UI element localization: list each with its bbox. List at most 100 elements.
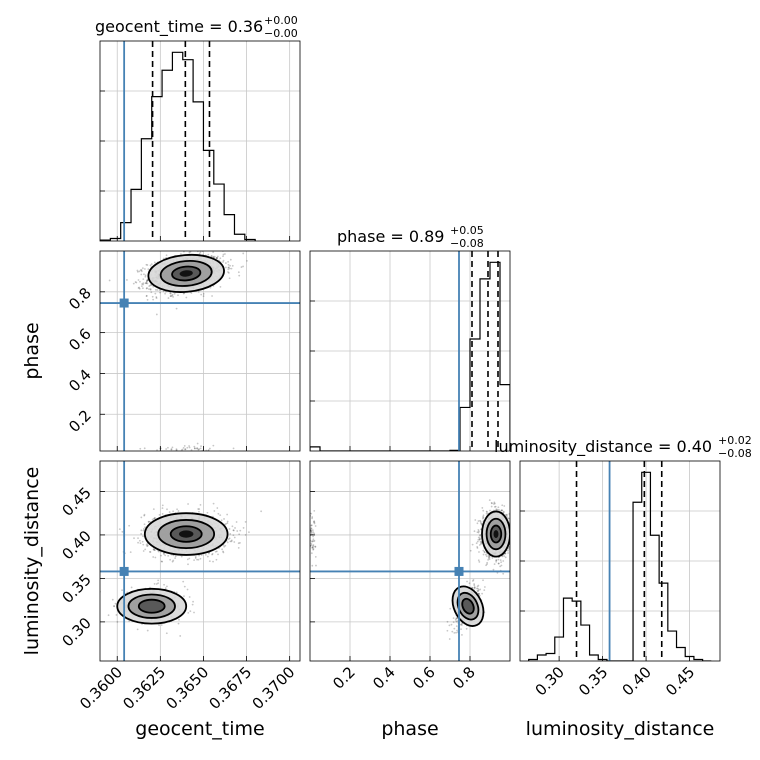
geocent_time-vs-luminosity_distance-sample — [116, 621, 119, 623]
phase-hist-xtick-label-3: 0.8 — [449, 663, 479, 693]
phase-vs-luminosity_distance-sample — [469, 549, 472, 552]
geocent_time-vs-phase-sample — [159, 291, 161, 294]
geocent_time-vs-phase-sample — [145, 295, 148, 298]
geocent_time-vs-luminosity_distance-sample — [200, 554, 203, 556]
geocent-time-title-plus: +0.00 — [264, 14, 298, 27]
geocent_time-vs-phase-sample — [167, 446, 169, 449]
geocent_time-vs-luminosity_distance-sample — [158, 513, 161, 516]
phase-vs-luminosity_distance-sample — [312, 540, 315, 543]
geocent_time-vs-phase-sample — [190, 292, 193, 294]
geocent_time-vs-phase-sample — [215, 257, 218, 260]
phase-vs-luminosity_distance-sample — [482, 517, 484, 520]
phase-vs-luminosity_distance-contour-0-3 — [493, 530, 499, 538]
geocent_time-vs-luminosity_distance-sample — [158, 624, 160, 627]
phase-vs-luminosity_distance-sample — [310, 524, 313, 527]
phase-vs-luminosity_distance-sample — [478, 592, 480, 595]
geocent_time-vs-luminosity_distance-sample — [143, 514, 146, 517]
geocent_time-vs-phase-sample — [159, 447, 162, 450]
phase-vs-luminosity_distance-sample — [505, 514, 508, 517]
geocent_time-vs-phase-sample — [224, 262, 227, 264]
phase-vs-luminosity_distance-sample — [485, 512, 488, 515]
geocent_time-vs-luminosity_distance-sample — [221, 548, 224, 551]
geocent_time-vs-luminosity_distance-sample — [227, 538, 230, 541]
geocent_time-vs-luminosity_distance-sample — [232, 529, 235, 532]
geocent_time-vs-luminosity_distance-sample — [215, 558, 218, 561]
geocent_time-vs-phase-sample — [222, 261, 224, 263]
phase-vs-luminosity_distance-sample — [479, 588, 482, 591]
phase-vs-luminosity_distance-sample — [487, 558, 490, 561]
geocent_time-vs-phase-sample — [210, 255, 213, 257]
geocent_time-vs-phase-sample — [202, 295, 205, 298]
phase-vs-luminosity_distance-sample — [313, 539, 316, 542]
geocent_time-vs-phase-sample — [140, 270, 143, 273]
geocent_time-vs-luminosity_distance-sample — [121, 589, 123, 592]
phase-vs-luminosity_distance-sample — [311, 546, 314, 549]
geocent_time-vs-phase-sample — [151, 295, 154, 298]
geocent_time-vs-phase-sample — [232, 447, 235, 450]
geocent-time-title: geocent_time = 0.36 — [95, 17, 263, 37]
phase-vs-luminosity_distance-sample — [312, 531, 314, 533]
geocent_time-vs-phase-sample — [140, 285, 143, 288]
geocent_time-vs-phase-sample — [141, 283, 143, 285]
geocent_time-vs-phase-sample — [146, 287, 148, 289]
geocent_time-vs-phase-sample — [145, 263, 148, 266]
geocent_time-vs-luminosity_distance-sample — [121, 530, 124, 533]
geocent_time-vs-phase-sample — [146, 279, 149, 282]
geocent_time-vs-luminosity_distance-sample — [219, 514, 222, 517]
phase-vs-luminosity_distance-sample — [502, 511, 505, 514]
luminosity_distance-hist-plot-area — [528, 461, 712, 661]
geocent_time-vs-phase-sample — [140, 269, 143, 271]
phase-title-minus: −0.08 — [450, 237, 484, 250]
geocent_time-vs-luminosity_distance-sample — [137, 541, 139, 544]
phase-hist-xtick-label-2: 0.6 — [409, 663, 439, 693]
geocent_time-hist-xtick-label-1: 0.3625 — [119, 663, 169, 713]
geocent_time-vs-luminosity_distance-sample — [157, 579, 160, 582]
phase-vs-luminosity_distance-sample — [451, 630, 454, 633]
phase-vs-luminosity_distance-sample — [473, 586, 476, 589]
geocent_time-vs-luminosity_distance-sample — [217, 512, 220, 515]
phase-vs-luminosity_distance-sample — [473, 587, 476, 590]
geocent_time-vs-phase-sample — [193, 447, 196, 450]
phase-vs-luminosity_distance-sample — [513, 548, 515, 550]
geocent_time-vs-luminosity_distance-sample — [152, 508, 155, 511]
phase-vs-luminosity_distance-sample — [312, 521, 315, 523]
geocent_time-vs-luminosity_distance-sample — [143, 523, 146, 526]
phase-vs-luminosity_distance-plot-area — [310, 461, 515, 661]
phase-vs-luminosity_distance-sample — [483, 586, 486, 588]
phase-vs-luminosity_distance-sample — [483, 551, 486, 554]
phase-vs-luminosity_distance-sample — [511, 523, 513, 525]
phase-vs-luminosity_distance-sample — [479, 521, 482, 524]
geocent_time-vs-phase-frame — [99, 250, 301, 452]
phase-vs-luminosity_distance-sample — [497, 506, 500, 509]
geocent_time-vs-luminosity_distance-sample — [230, 540, 233, 543]
geocent_time-vs-phase-sample — [196, 442, 199, 445]
phase-vs-luminosity_distance-sample — [488, 556, 491, 558]
geocent_time-vs-phase-sample — [134, 281, 137, 283]
phase-vs-luminosity_distance-sample — [446, 620, 449, 623]
phase-vs-luminosity_distance-sample — [477, 587, 479, 590]
geocent_time-vs-phase-sample — [153, 261, 156, 264]
geocent_time-vs-luminosity_distance-sample — [188, 557, 191, 560]
geocent_time-vs-luminosity_distance-sample — [128, 524, 131, 527]
geocent_time-vs-luminosity_distance-sample — [147, 520, 150, 523]
phase-vs-luminosity_distance-sample — [485, 555, 488, 558]
phase-vs-luminosity_distance-sample — [475, 587, 478, 590]
geocent_time-vs-luminosity_distance-ytick-label-3: 0.45 — [58, 484, 94, 520]
geocent_time-vs-luminosity_distance-sample — [233, 541, 236, 543]
phase-vs-luminosity_distance-sample — [513, 546, 515, 548]
geocent_time-vs-luminosity_distance-sample — [179, 635, 182, 637]
geocent_time-vs-luminosity_distance-sample — [145, 544, 148, 546]
geocent_time-vs-luminosity_distance-sample — [207, 552, 210, 555]
phase-xlabel: phase — [381, 718, 438, 740]
phase-vs-luminosity_distance-sample — [482, 509, 485, 512]
phase-vs-luminosity_distance-sample — [485, 564, 488, 567]
geocent_time-vs-luminosity_distance-sample — [147, 520, 150, 523]
phase-hist-plot-area — [310, 251, 510, 451]
phase-vs-luminosity_distance-sample — [461, 633, 463, 636]
geocent_time-vs-luminosity_distance-sample — [113, 605, 115, 607]
phase-vs-luminosity_distance-sample — [449, 607, 452, 610]
geocent_time-vs-phase-sample — [188, 445, 190, 447]
geocent_time-vs-luminosity_distance-sample — [182, 580, 185, 583]
geocent_time-vs-luminosity_distance-sample — [188, 596, 191, 598]
